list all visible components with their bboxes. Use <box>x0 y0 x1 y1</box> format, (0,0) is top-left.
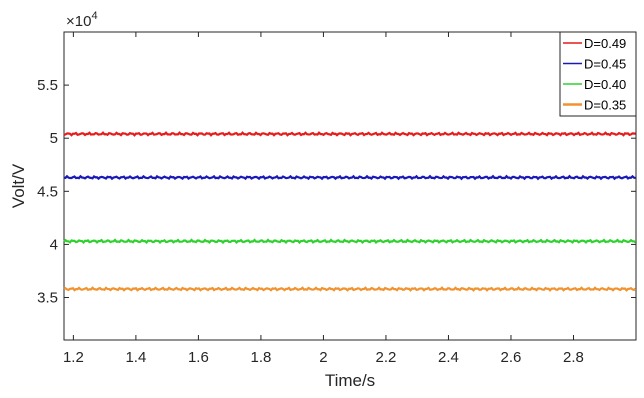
x-axis-title: Time/s <box>325 371 375 390</box>
x-tick-label: 1.4 <box>125 349 146 366</box>
x-tick-label: 1.6 <box>188 349 209 366</box>
x-tick-label: 2.6 <box>501 349 522 366</box>
legend-box <box>559 31 637 117</box>
series-line-3 <box>63 238 637 245</box>
x-tick-label: 2 <box>319 349 327 366</box>
legend-entry-3: D=0.40 <box>584 77 626 92</box>
y-tick-label: 3.5 <box>37 290 58 307</box>
series-layer <box>63 131 637 292</box>
tick-layer: 1.2 1.4 1.6 1.8 2 2.2 2.4 2.6 2.8 3.5 4 4.5 5 5.5 <box>37 32 636 366</box>
legend-entry-4: D=0.35 <box>584 98 626 113</box>
series-line-4 <box>63 286 637 292</box>
series-line-1 <box>63 131 636 137</box>
x-tick-label: 2.8 <box>563 349 584 366</box>
legend-entry-1: D=0.49 <box>584 36 626 51</box>
y-axis-exponent: ×104 <box>66 10 98 30</box>
x-tick-label: 2.4 <box>438 349 459 366</box>
y-tick-label: 5.5 <box>37 77 58 94</box>
legend-entry-2: D=0.45 <box>584 57 626 72</box>
y-axis-exponent-power: 4 <box>91 10 97 22</box>
x-tick-label: 2.2 <box>376 349 397 366</box>
series-line-2 <box>63 174 636 181</box>
y-tick-label: 4.5 <box>37 183 58 200</box>
x-tick-label: 1.8 <box>250 349 271 366</box>
plot-area <box>63 31 637 341</box>
x-tick-label: 1.2 <box>63 349 84 366</box>
legend: D=0.49 D=0.45 D=0.40 D=0.35 <box>559 31 637 117</box>
y-tick-label: 4 <box>50 236 58 253</box>
y-axis-title: Volt/V <box>9 163 28 208</box>
y-tick-label: 5 <box>50 130 58 147</box>
y-axis-exponent-base: ×10 <box>66 13 91 30</box>
